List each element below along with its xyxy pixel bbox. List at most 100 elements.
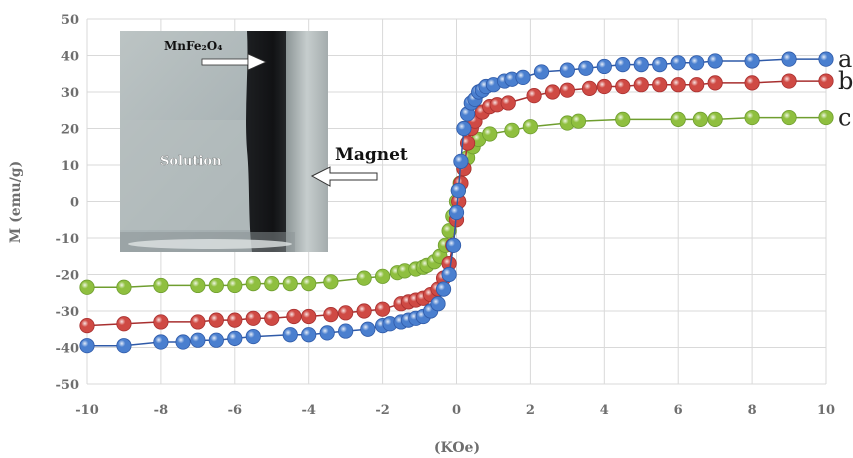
data-point-highlight xyxy=(209,278,224,293)
data-point-highlight xyxy=(560,62,575,78)
data-point-highlight xyxy=(356,270,372,286)
magnet-arrow-icon xyxy=(310,166,378,187)
data-point-highlight xyxy=(818,110,834,125)
x-tick-label: -6 xyxy=(228,403,242,418)
data-point-highlight xyxy=(515,70,531,85)
inset-solution-label: Solution xyxy=(160,154,222,169)
data-point-highlight xyxy=(116,338,132,353)
data-point-highlight xyxy=(571,114,586,129)
y-tick-label: -50 xyxy=(56,378,80,393)
x-tick-label: 4 xyxy=(600,403,609,418)
data-point-highlight xyxy=(578,61,594,76)
data-point-highlight xyxy=(190,314,206,330)
data-point-highlight xyxy=(560,115,575,131)
data-point-highlight xyxy=(526,88,542,103)
x-tick-label: -8 xyxy=(154,403,168,418)
data-point-highlight xyxy=(818,73,834,89)
data-point-highlight xyxy=(79,318,95,333)
y-tick-label: 20 xyxy=(61,123,79,138)
series-name-label-b: b xyxy=(838,67,853,95)
data-point-highlight xyxy=(301,309,316,324)
data-point-highlight xyxy=(338,323,353,339)
data-point-highlight xyxy=(449,205,464,220)
data-point-highlight xyxy=(744,110,760,125)
data-point-highlight xyxy=(781,51,797,67)
data-point-highlight xyxy=(397,263,412,279)
data-point-highlight xyxy=(338,305,353,321)
inset-black-deposit xyxy=(246,31,291,252)
x-tick-label: 6 xyxy=(674,403,683,418)
y-tick-label: 0 xyxy=(70,196,79,211)
data-point-highlight xyxy=(671,55,686,70)
inset-vial-bottom xyxy=(128,239,292,249)
series-a xyxy=(79,51,834,354)
data-point-highlight xyxy=(818,51,834,67)
data-point-highlight xyxy=(375,269,390,284)
x-tick-label: 8 xyxy=(748,403,757,418)
data-point-highlight xyxy=(360,322,376,337)
data-point-highlight xyxy=(615,57,630,72)
x-tick-label: -2 xyxy=(375,403,389,418)
data-point-highlight xyxy=(209,333,224,348)
data-point-highlight xyxy=(79,280,95,295)
data-point-highlight xyxy=(671,112,686,127)
data-point-highlight xyxy=(744,53,760,69)
data-point-highlight xyxy=(615,112,630,127)
data-point-highlight xyxy=(545,84,560,100)
data-point-highlight xyxy=(382,316,398,331)
data-point-highlight xyxy=(652,57,667,72)
data-point-highlight xyxy=(707,112,723,127)
y-tick-label: -30 xyxy=(56,305,80,320)
series-name-label-a: a xyxy=(838,45,852,73)
data-point-highlight xyxy=(301,327,316,342)
data-point-highlight xyxy=(446,238,461,253)
data-point-highlight xyxy=(441,267,457,282)
data-point-highlight xyxy=(246,329,261,344)
data-point-highlight xyxy=(283,276,298,291)
data-point-highlight xyxy=(190,333,206,348)
inset-material-label: MnFe₂O₄ xyxy=(164,39,222,53)
data-point-highlight xyxy=(781,110,797,125)
data-point-highlight xyxy=(286,309,302,324)
series-name-label-c: c xyxy=(838,104,851,132)
data-point-highlight xyxy=(441,223,457,238)
data-point-highlight xyxy=(504,72,520,87)
data-point-highlight xyxy=(707,53,723,69)
y-tick-label: -20 xyxy=(56,269,80,284)
data-point-highlight xyxy=(534,64,549,80)
data-point-highlight xyxy=(153,314,169,330)
series-layer xyxy=(79,51,834,354)
data-point-highlight xyxy=(227,312,242,328)
data-point-highlight xyxy=(264,276,279,291)
data-point-highlight xyxy=(116,316,132,331)
data-point-highlight xyxy=(615,79,630,94)
x-tick-label: 10 xyxy=(817,403,835,418)
x-tick-label: -4 xyxy=(301,403,315,418)
data-point-highlight xyxy=(116,280,132,295)
data-point-highlight xyxy=(693,112,708,127)
data-point-highlight xyxy=(153,278,169,293)
data-point-highlight xyxy=(597,59,612,74)
data-point-highlight xyxy=(323,274,339,289)
data-point-highlight xyxy=(319,325,335,341)
data-point-highlight xyxy=(436,281,451,297)
data-point-highlight xyxy=(456,121,472,136)
data-point-highlight xyxy=(153,334,169,350)
data-point-highlight xyxy=(597,79,612,94)
data-point-highlight xyxy=(441,256,457,271)
data-point-highlight xyxy=(707,75,723,91)
x-tick-label: -10 xyxy=(75,403,99,418)
data-point-highlight xyxy=(560,82,575,98)
y-tick-label: 10 xyxy=(61,159,79,174)
data-point-highlight xyxy=(482,126,497,142)
data-point-highlight xyxy=(430,296,446,311)
data-point-highlight xyxy=(489,97,505,112)
data-point-highlight xyxy=(451,183,466,198)
y-tick-label: -10 xyxy=(56,232,80,247)
y-tick-label: 40 xyxy=(61,50,79,65)
material-arrow-icon xyxy=(201,53,267,71)
data-point-highlight xyxy=(190,278,206,293)
data-point-highlight xyxy=(283,327,298,342)
